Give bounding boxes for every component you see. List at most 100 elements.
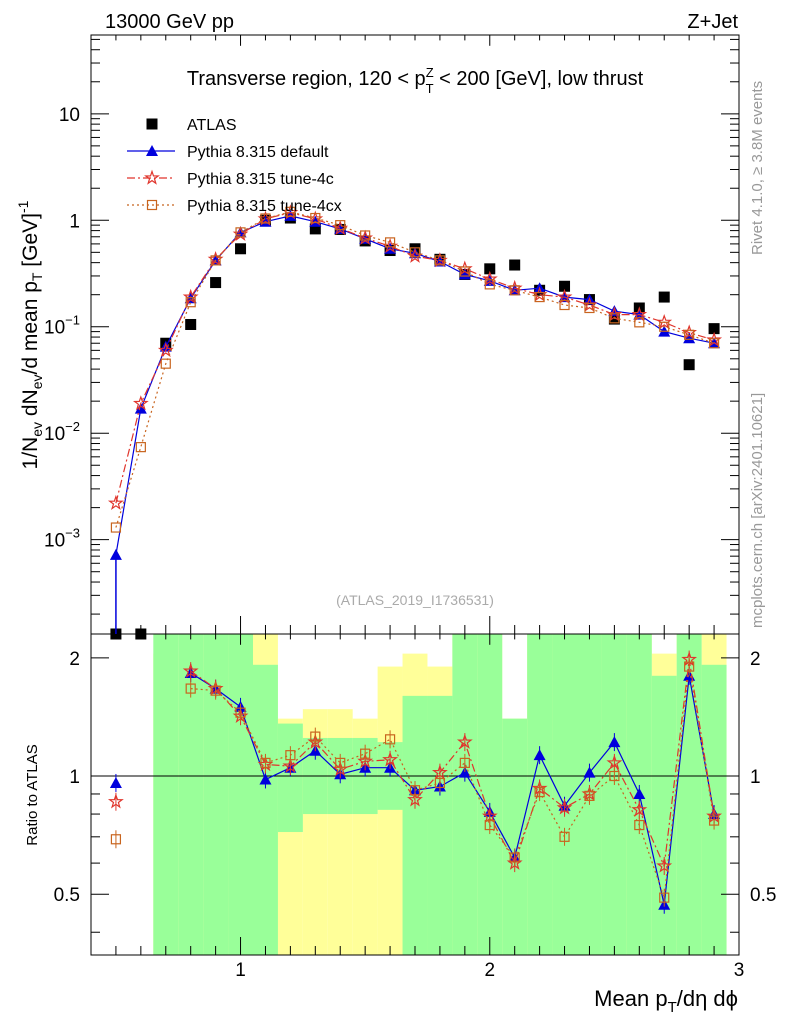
tune4cx-ratio-point — [584, 790, 595, 801]
tune4c-ratio-point — [107, 793, 124, 809]
default-ratio-point — [458, 766, 471, 778]
green-band — [427, 695, 453, 955]
mcplots-label: mcplots.cern.ch [arXiv:2401.10621] — [749, 393, 766, 628]
green-band — [452, 634, 478, 955]
tune4cx-ratio-point — [335, 757, 346, 768]
atlas-point — [135, 628, 147, 640]
tune4cx-point — [185, 297, 196, 308]
tune4c-ratio-point — [631, 801, 648, 817]
atlas-point — [559, 280, 571, 292]
tune4cx-ratio-point — [285, 750, 296, 761]
green-band — [253, 664, 278, 955]
y-tick-label: 10 — [59, 105, 80, 126]
legend-marker — [146, 145, 158, 156]
tune4c-point — [706, 331, 723, 347]
tune4cx-ratio-point — [110, 834, 122, 845]
tune4c-ratio-point — [182, 662, 199, 678]
tune4c-point — [656, 313, 673, 330]
tune4cx-point — [384, 237, 396, 248]
default-ratio-point — [608, 736, 621, 748]
green-band — [228, 634, 253, 955]
tune4c-point — [606, 306, 623, 322]
tune4cx-point — [409, 247, 421, 258]
tune4cx-ratio-line — [190, 666, 715, 898]
atlas-point — [484, 263, 496, 275]
tune4cx-point — [235, 227, 246, 238]
ratio-y-tick-label: 0.5 — [750, 885, 776, 906]
tune4c-ratio-line — [190, 659, 715, 869]
default-ratio-line — [190, 672, 715, 905]
tune4c-ratio-point — [282, 757, 299, 773]
tune4cx-ratio-point — [534, 786, 545, 798]
ratio-y-tick-label: 2 — [69, 649, 80, 670]
default-point — [458, 268, 471, 280]
ratio-series — [107, 650, 723, 914]
tune4cx-ratio-point — [609, 770, 620, 782]
atlas-point — [309, 223, 321, 235]
tune4cx-point — [584, 302, 595, 314]
tune4cx-point — [160, 358, 171, 369]
tune4cx-ratio-point — [210, 685, 221, 696]
legend-marker — [146, 118, 158, 130]
tune4cx-ratio-point — [708, 815, 720, 826]
main-series — [107, 204, 723, 640]
tune4c-point — [481, 270, 498, 286]
legend: ATLAS Pythia 8.315 default Pythia 8.315 tu… — [127, 117, 342, 215]
chart-title: Transverse region, 120 < pZ T < 200 [GeV]… — [187, 65, 644, 96]
header-left: 13000 GeV pp — [105, 11, 234, 33]
legend-label: ATLAS — [187, 117, 237, 134]
tune4c-ratio-point — [407, 791, 423, 807]
green-band — [676, 634, 702, 955]
tune4cx-ratio-point — [684, 661, 695, 672]
legend-marker — [144, 169, 160, 185]
atlas-point — [210, 277, 222, 289]
default-ratio-point — [633, 787, 646, 799]
ratio-y-tick-label: 2 — [750, 649, 761, 670]
atlas-point — [235, 243, 247, 255]
rivet-label: Rivet 4.1.0, ≥ 3.8M events — [749, 81, 766, 255]
ratio-y-tick-label: 0.5 — [54, 885, 80, 906]
tune4cx-ratio-point — [459, 757, 470, 768]
ratio-y-tick-label: 1 — [750, 767, 761, 788]
legend-label: Pythia 8.315 default — [187, 144, 329, 161]
default-point — [683, 332, 696, 344]
tune4cx-point — [434, 255, 446, 266]
header-right: Z+Jet — [687, 11, 738, 33]
legend-marker — [146, 199, 158, 211]
tune4c-point — [132, 395, 149, 411]
atlas-point — [683, 359, 695, 371]
legend-label: Pythia 8.315 tune-4c — [187, 171, 334, 188]
tune4cx-point — [684, 329, 695, 340]
tune4cx-ratio-point — [260, 757, 271, 768]
y-tick-label: 10−3 — [44, 526, 80, 552]
tune4cx-point — [360, 230, 371, 241]
tune4cx-point — [459, 266, 470, 277]
tune4cx-point — [708, 338, 720, 349]
tune4cx-ratio-point — [509, 852, 520, 863]
atlas-point — [509, 259, 521, 271]
default-line — [115, 215, 715, 556]
tune4c-ratio-point — [382, 751, 399, 767]
tune4c-point — [556, 288, 573, 304]
ratio-y-axis-label: Ratio to ATLAS — [24, 744, 41, 845]
atlas-point — [185, 318, 197, 330]
tune4cx-ratio-point — [559, 831, 570, 842]
tune4cx-line — [115, 211, 715, 528]
y-tick-label: 10−2 — [44, 419, 80, 445]
tune4cx-ratio-point — [484, 819, 495, 831]
green-band — [601, 634, 627, 955]
green-band — [277, 723, 303, 833]
tune4cx-point — [310, 212, 321, 224]
tune4cx-ratio-point — [384, 734, 396, 745]
tune4cx-point — [659, 321, 670, 332]
green-band — [402, 695, 428, 955]
atlas-point — [658, 291, 670, 303]
x-axis-label: Mean pT/dη dϕ — [594, 986, 738, 1016]
tune4cx-ratio-point — [634, 819, 645, 831]
tune4cx-ratio-point — [185, 683, 196, 694]
default-ratio-point — [259, 773, 272, 785]
tune4cx-point — [484, 279, 495, 290]
y-tick-label: 10−1 — [44, 313, 80, 339]
tune4cx-point — [609, 313, 620, 324]
